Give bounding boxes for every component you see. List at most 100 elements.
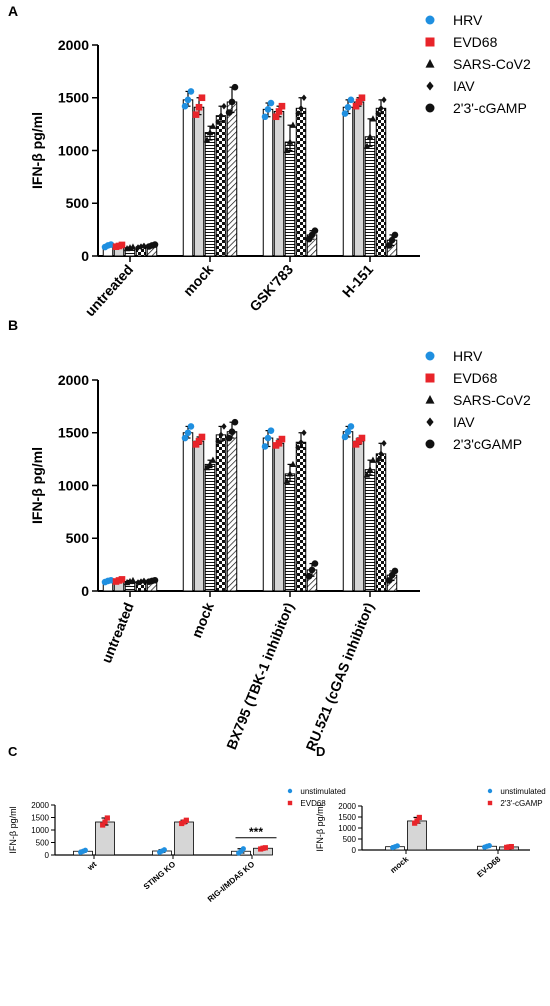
data-point-evd68 [100,822,106,828]
x-tick-label: RU.521 (cGAS inhibitor) [303,600,377,753]
data-point-iav [301,94,307,102]
legend-marker-hrv [425,15,435,25]
data-point-sars-cov2 [283,477,291,484]
bar-sars-cov2-mock [204,463,216,592]
data-point-hrv [341,433,349,441]
y-tick-label: 500 [343,835,357,844]
bar-2-3-cgamp-mock [226,101,238,257]
legend-label-evd68: EVD68 [453,370,498,386]
y-tick-label: 500 [36,838,50,847]
bar-sars-cov2-h-151 [364,136,376,257]
data-point-2-3-cgamp [391,567,399,575]
data-point-sars-cov2 [289,460,297,468]
data-point-sars-cov2 [206,460,214,468]
data-point-iav [218,431,224,439]
legend-label-hrv: HRV [453,12,483,28]
y-axis-label: IFN-β pg/ml [29,447,45,524]
bar-evd68-mock [193,440,205,592]
data-point-2-3-cgamp [225,434,233,442]
data-point-hrv [184,429,192,437]
legend-marker-2-3-cgamp [425,439,435,449]
y-tick-label: 1000 [58,477,89,493]
data-point-sars-cov2 [363,471,371,478]
panel-letter: B [8,317,18,333]
legend-marker-iav [426,417,434,427]
data-point-sars-cov2 [289,121,297,128]
bar-evd68-ru-521-cgas-inhibitor [353,440,365,592]
data-point-unstimulated [486,843,492,849]
x-tick-label: RIG-I/MDA5 KO [206,860,256,904]
legend-label-unstimulated: unstimulated [300,787,345,796]
legend-label-sars-cov2: SARS-CoV2 [453,392,531,408]
data-point-iav [141,577,147,585]
bar-sars-cov2-gsk-783 [284,141,296,257]
data-point-hrv [181,434,189,442]
bar-evd68-bx795-tbk-1-inhibitor [273,442,285,592]
bar-evd68-sting-ko [174,821,194,856]
data-point-iav [298,438,304,446]
data-point-hrv [187,88,195,95]
legend-label-unstimulated: unstimulated [500,787,545,796]
panel-a: A 0 500 1000 1500 2000 IFN-β pg/ml untreated moc… [8,3,531,319]
y-tick-label: 0 [81,248,89,264]
data-point-hrv [347,423,355,430]
data-point-hrv [187,423,195,430]
data-point-iav [301,429,307,437]
data-point-iav [378,450,384,458]
legend-label-iav: IAV [453,78,475,94]
data-point-iav [215,437,221,445]
data-point-2-3-cgamp [151,241,159,248]
data-point-2-3-cgamp [416,814,422,821]
data-point-hrv [181,102,189,110]
data-point-evd68 [272,113,280,121]
data-point-iav [215,118,221,126]
bar-hrv-h-151 [342,106,354,257]
bar-iav-mock [215,115,227,257]
data-point-hrv [184,96,192,104]
x-tick-label: GSK'783 [246,261,296,314]
data-point-2-3-cgamp [305,572,313,580]
x-tick-label: H-151 [339,261,377,300]
panel-d: D 0 500 1000 1500 2000 IFN-β pg/ml mock EV-D68 un… [315,744,546,879]
legend-marker-sars-cov2 [425,59,435,68]
data-point-iav [375,456,381,464]
data-point-sars-cov2 [129,576,137,584]
data-point-sars-cov2 [129,243,137,250]
data-point-2-3-cgamp [388,236,396,244]
y-tick-label: 2000 [338,802,356,811]
data-point-unstimulated [240,846,246,852]
data-point-hrv [264,106,272,113]
bar-evd68-h-151 [353,101,365,257]
data-point-hrv [107,241,115,248]
bar-sars-cov2-mock [204,132,216,257]
legend-label-2-3-cgamp: 2'3'-cGAMP [453,100,527,116]
bar-evd68-gsk-783 [273,110,285,257]
y-tick-label: 2000 [58,37,89,53]
bar-iav-ru-521-cgas-inhibitor [375,453,387,592]
data-point-evd68 [198,94,206,102]
data-point-sars-cov2 [206,128,214,136]
bar-hrv-ru-521-cgas-inhibitor [342,431,354,592]
y-tick-label: 1500 [31,813,49,822]
y-axis-label: IFN-β pg/ml [8,806,18,853]
y-tick-label: 2000 [31,801,49,810]
legend-label-sars-cov2: SARS-CoV2 [453,56,531,72]
panel-letter: A [8,3,18,19]
data-point-iav [381,96,387,104]
y-tick-label: 0 [352,846,357,855]
legend-marker-evd68 [425,373,435,383]
data-point-evd68 [102,819,108,825]
data-point-sars-cov2 [209,456,217,463]
data-point-sars-cov2 [366,133,374,140]
data-point-evd68 [275,440,283,447]
x-tick-label: mock [388,854,410,875]
data-point-sars-cov2 [203,136,211,143]
legend-marker-sars-cov2 [425,395,435,404]
data-point-iav [221,102,227,110]
x-tick-label: untreated [82,261,137,319]
data-point-hrv [261,113,269,121]
data-point-2-3-cgamp [228,98,236,106]
panel-letter: C [8,744,18,759]
data-point-evd68 [195,103,203,111]
bar-hrv-gsk-783 [262,108,274,257]
